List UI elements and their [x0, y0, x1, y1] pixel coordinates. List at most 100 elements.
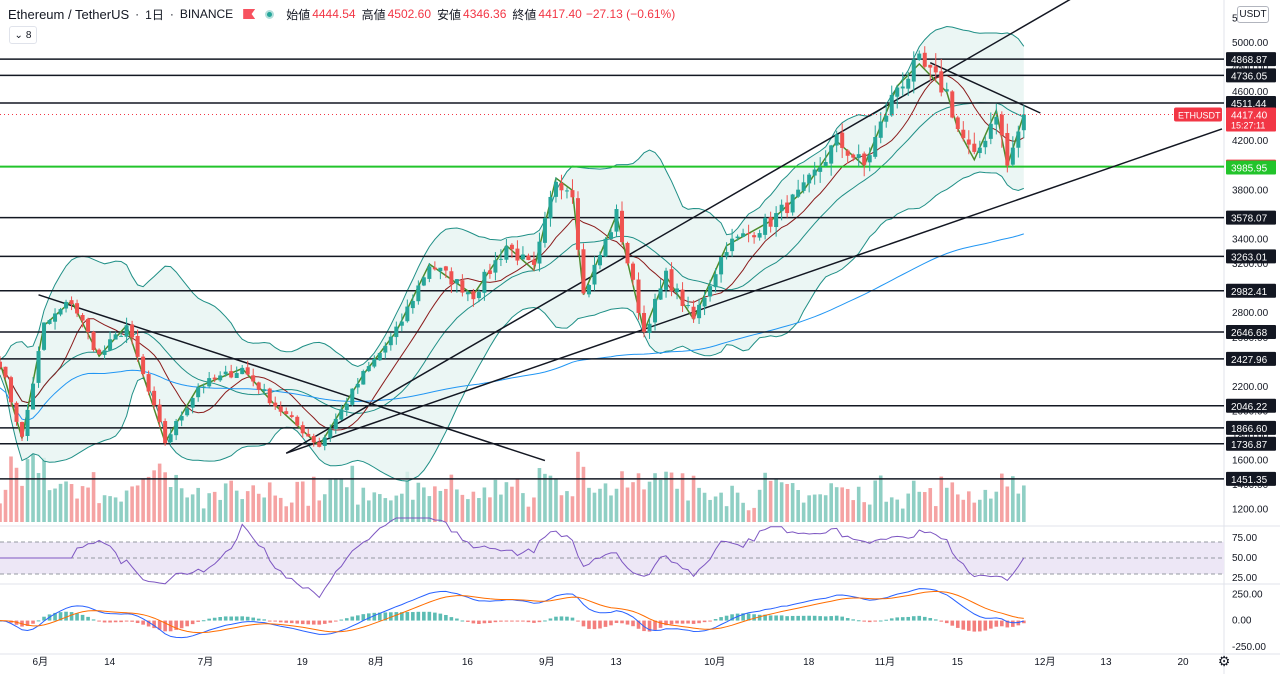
candle-body [64, 301, 69, 309]
open-label: 始値 [286, 7, 311, 22]
candle-body [284, 411, 289, 415]
volume-bar [449, 474, 454, 522]
volume-bar [152, 470, 156, 522]
volume-bar [245, 491, 250, 522]
volume-bar [130, 486, 134, 522]
macd-histogram-bar [75, 613, 79, 621]
volume-bar [631, 482, 635, 522]
candle-body [515, 248, 520, 261]
volume-bar [240, 499, 244, 522]
indicator-collapse-button[interactable]: ⌄ 8 [9, 26, 37, 44]
symbol-tag-label: ETHUSDT [1178, 111, 1221, 121]
candle-countdown-label: 15:27:11 [1231, 121, 1265, 131]
candle-body [179, 415, 184, 421]
macd-histogram-bar [135, 620, 140, 624]
candle-body [108, 339, 113, 351]
gear-icon[interactable]: ⚙ [1217, 653, 1231, 669]
candle-body [75, 303, 80, 314]
interval-label[interactable]: 1日 [145, 7, 164, 22]
candle-body [322, 437, 327, 446]
bollinger-lower-line [0, 171, 1024, 482]
macd-histogram-bar [504, 620, 509, 622]
y-tick-label: 1600.00 [1232, 456, 1269, 467]
macd-histogram-bar [950, 620, 955, 626]
macd-histogram-bar [581, 620, 586, 627]
volume-bar [405, 471, 410, 522]
macd-histogram-bar [378, 612, 382, 621]
macd-histogram-bar [438, 613, 443, 621]
macd-histogram-bar [256, 618, 261, 621]
volume-bar [526, 506, 531, 522]
volume-bar [724, 506, 729, 522]
candle-body [531, 259, 536, 265]
flag-icon[interactable] [243, 9, 256, 19]
macd-histogram-bar [620, 620, 624, 624]
close-value: 4417.40 [538, 7, 582, 21]
candle-body [785, 202, 790, 214]
macd-histogram-bar [878, 620, 883, 622]
volume-bar [834, 487, 839, 522]
x-tick-label: 12月 [1034, 656, 1055, 668]
candle-body [719, 257, 724, 275]
candle-body [58, 309, 63, 315]
chart-header: Ethereum / TetherUS · 1日 · BINANCE 始値 44… [8, 6, 676, 22]
candle-body [867, 155, 872, 163]
candle-body [509, 244, 514, 250]
level-price-tag [1226, 68, 1276, 83]
volume-bar [108, 496, 112, 522]
macd-histogram-bar [746, 613, 751, 621]
candle-body [383, 345, 388, 353]
candle-body [9, 377, 14, 403]
volume-bar [620, 471, 624, 522]
rsi-tick-label: 75.00 [1232, 533, 1257, 544]
volume-bar [614, 488, 619, 522]
candle-body [581, 249, 586, 294]
candle-body [295, 416, 300, 426]
candle-body [476, 292, 481, 299]
candle-body [906, 78, 911, 89]
candle-body [344, 403, 349, 411]
macd-histogram-bar [768, 615, 773, 621]
candle-body [757, 233, 762, 238]
volume-bar [262, 497, 267, 522]
macd-histogram-bar [102, 620, 107, 623]
volume-bar [719, 492, 723, 522]
volume-bar [521, 493, 525, 522]
macd-histogram-bar [322, 620, 327, 624]
volume-bar [344, 487, 349, 522]
candle-body [410, 300, 415, 309]
macd-histogram-bar [933, 619, 938, 621]
macd-histogram-bar [774, 615, 778, 621]
macd-histogram-bar [978, 620, 982, 632]
trend-line [929, 61, 1041, 114]
low-value: 4346.36 [463, 7, 507, 21]
currency-button[interactable]: USDT [1237, 6, 1269, 23]
volume-bar [119, 501, 123, 522]
macd-histogram-bar [840, 616, 844, 621]
candle-body [961, 129, 966, 139]
macd-histogram-bar [834, 615, 839, 621]
macd-histogram-bar [124, 620, 129, 622]
candle-body [306, 433, 311, 437]
macd-histogram-bar [1000, 620, 1004, 627]
level-price-tag [1226, 398, 1276, 413]
volume-bar [499, 494, 503, 522]
volume-bar [31, 453, 35, 522]
macd-histogram-bar [812, 615, 817, 621]
macd-histogram-bar [862, 620, 867, 622]
candle-body [487, 270, 492, 275]
candle-body [752, 235, 757, 238]
volume-bar [675, 488, 679, 522]
symbol-title[interactable]: Ethereum / TetherUS [8, 6, 130, 22]
candle-body [889, 94, 894, 116]
macd-histogram-bar [741, 613, 745, 621]
volume-bar [218, 499, 222, 522]
level-price-tag [1226, 160, 1276, 175]
macd-histogram-bar [278, 620, 283, 623]
indicator-count: 8 [25, 29, 32, 41]
trend-line [285, 128, 1223, 454]
candle-body [1005, 133, 1010, 166]
candle-body [91, 331, 96, 351]
